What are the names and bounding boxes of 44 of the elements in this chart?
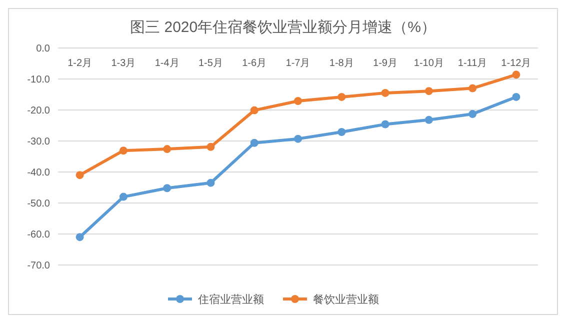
x-tick-label: 1-7月 <box>286 58 310 69</box>
y-tick-label: -50.0 <box>27 198 50 210</box>
point <box>250 106 258 114</box>
x-tick-label: 1-3月 <box>111 58 136 69</box>
chart-title: 图三 2020年住宿餐饮业营业额分月增速（%） <box>130 19 436 36</box>
point <box>338 128 346 136</box>
x-tick-label: 1-9月 <box>373 58 398 69</box>
point <box>163 145 172 154</box>
point <box>468 110 477 118</box>
y-tick-label: -10.0 <box>27 74 50 86</box>
x-tick-label: 1-10月 <box>414 58 444 69</box>
point <box>163 184 172 192</box>
point <box>206 142 215 151</box>
legend-label: 餐饮业营业额 <box>313 292 379 306</box>
y-tick-label: -40.0 <box>27 168 50 178</box>
point <box>381 120 390 128</box>
y-tick-label: -60.0 <box>27 230 50 240</box>
point <box>76 233 84 242</box>
y-tick-label: 0.0 <box>36 44 50 54</box>
point <box>119 146 128 155</box>
point <box>424 116 433 124</box>
point <box>512 70 520 79</box>
point <box>468 84 477 92</box>
point <box>338 92 346 101</box>
x-tick-label: 1-11月 <box>458 58 488 69</box>
y-tick-label: -70.0 <box>27 260 50 272</box>
point <box>76 171 84 180</box>
point <box>294 97 302 106</box>
legend-label: 住宿业营业额 <box>198 292 264 306</box>
point <box>381 88 390 97</box>
point <box>206 178 215 187</box>
point <box>424 87 433 96</box>
x-tick-label: 1-8月 <box>329 58 354 69</box>
x-tick-label: 1-2月 <box>68 58 92 69</box>
point <box>119 192 128 201</box>
x-tick-label: 1-4月 <box>154 58 180 69</box>
y-tick-label: -30.0 <box>27 136 50 148</box>
point <box>512 92 520 101</box>
point <box>250 138 258 147</box>
x-tick-label: 1-5月 <box>198 58 223 69</box>
x-tick-label: 1-12月 <box>501 58 532 69</box>
x-tick-label: 1-6月 <box>242 58 267 69</box>
y-tick-label: -20.0 <box>27 106 50 116</box>
point <box>294 134 302 143</box>
